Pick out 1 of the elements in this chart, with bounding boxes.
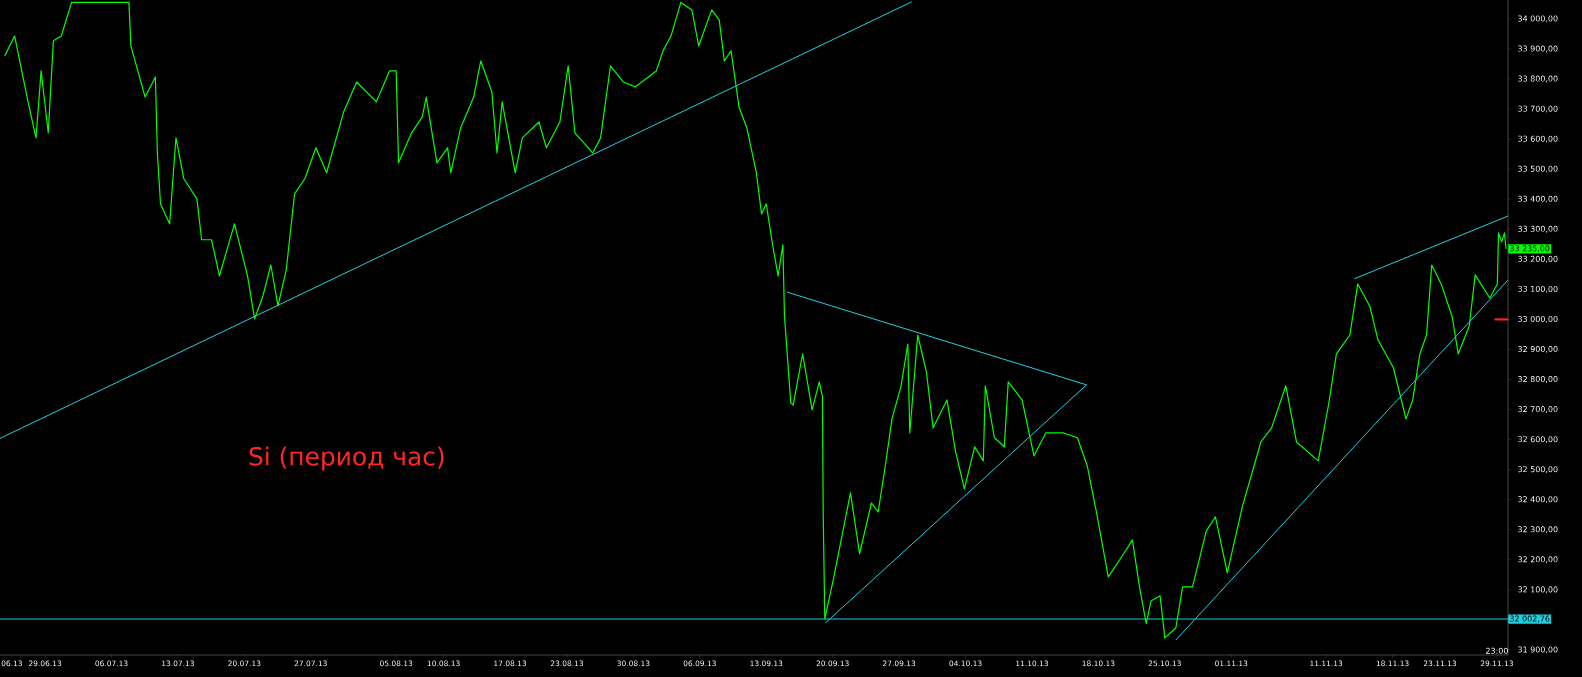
text: Si (период час) (249, 446, 444, 471)
